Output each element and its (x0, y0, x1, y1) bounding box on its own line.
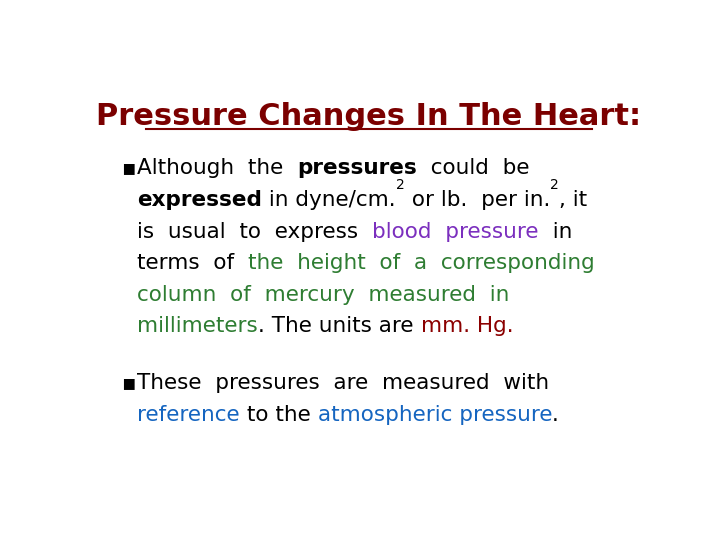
Text: Hg.: Hg. (469, 316, 513, 336)
Text: mm.: mm. (420, 316, 469, 336)
Text: pressures: pressures (297, 158, 417, 178)
Text: , it: , it (559, 190, 587, 210)
Text: ▪: ▪ (121, 158, 135, 178)
Text: ▪: ▪ (121, 373, 135, 393)
Text: Pressure Changes In The Heart:: Pressure Changes In The Heart: (96, 102, 642, 131)
Text: in: in (539, 221, 572, 241)
Text: reference: reference (138, 404, 240, 424)
Text: to the: to the (240, 404, 318, 424)
Text: is  usual  to  express: is usual to express (138, 221, 372, 241)
Text: atmospheric pressure: atmospheric pressure (318, 404, 552, 424)
Text: terms  of: terms of (138, 253, 248, 273)
Text: These  pressures  are  measured  with: These pressures are measured with (138, 373, 549, 393)
Text: in dyne/cm.: in dyne/cm. (262, 190, 396, 210)
Text: Although  the: Although the (138, 158, 297, 178)
Text: millimeters: millimeters (138, 316, 258, 336)
Text: expressed: expressed (138, 190, 262, 210)
Text: . The units are: . The units are (258, 316, 420, 336)
Text: 2: 2 (396, 178, 405, 192)
Text: could  be: could be (417, 158, 530, 178)
Text: or lb.  per in.: or lb. per in. (405, 190, 550, 210)
Text: the  height  of  a  corresponding: the height of a corresponding (248, 253, 595, 273)
Text: blood  pressure: blood pressure (372, 221, 539, 241)
Text: .: . (552, 404, 559, 424)
Text: 2: 2 (550, 178, 559, 192)
Text: column  of  mercury  measured  in: column of mercury measured in (138, 285, 510, 305)
